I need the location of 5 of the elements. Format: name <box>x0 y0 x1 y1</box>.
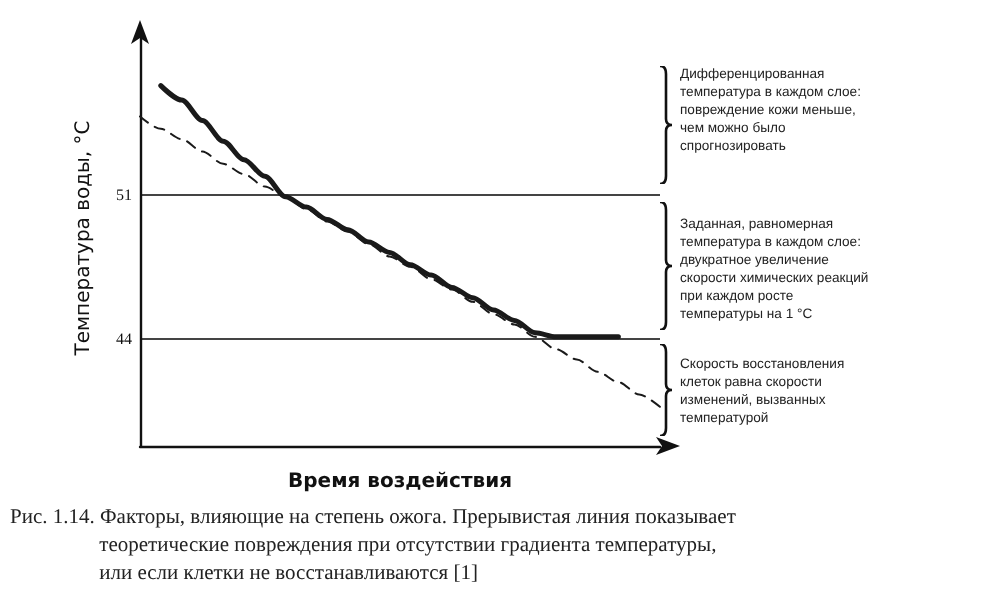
x-axis-title: Время воздействия <box>288 470 512 493</box>
y-tick-label: 44 <box>116 329 132 348</box>
y-axis-title: Температура воды, °C <box>73 120 96 358</box>
text: Рис. 1.14. Факторы, влияющие на степень ожога. Прерывистая линия показывает теоретические повреждения при отсутствии градиента температуры, или если клетки не восстанавливаются [1] <box>10 507 737 585</box>
y-tick-label: 51 <box>116 185 132 204</box>
